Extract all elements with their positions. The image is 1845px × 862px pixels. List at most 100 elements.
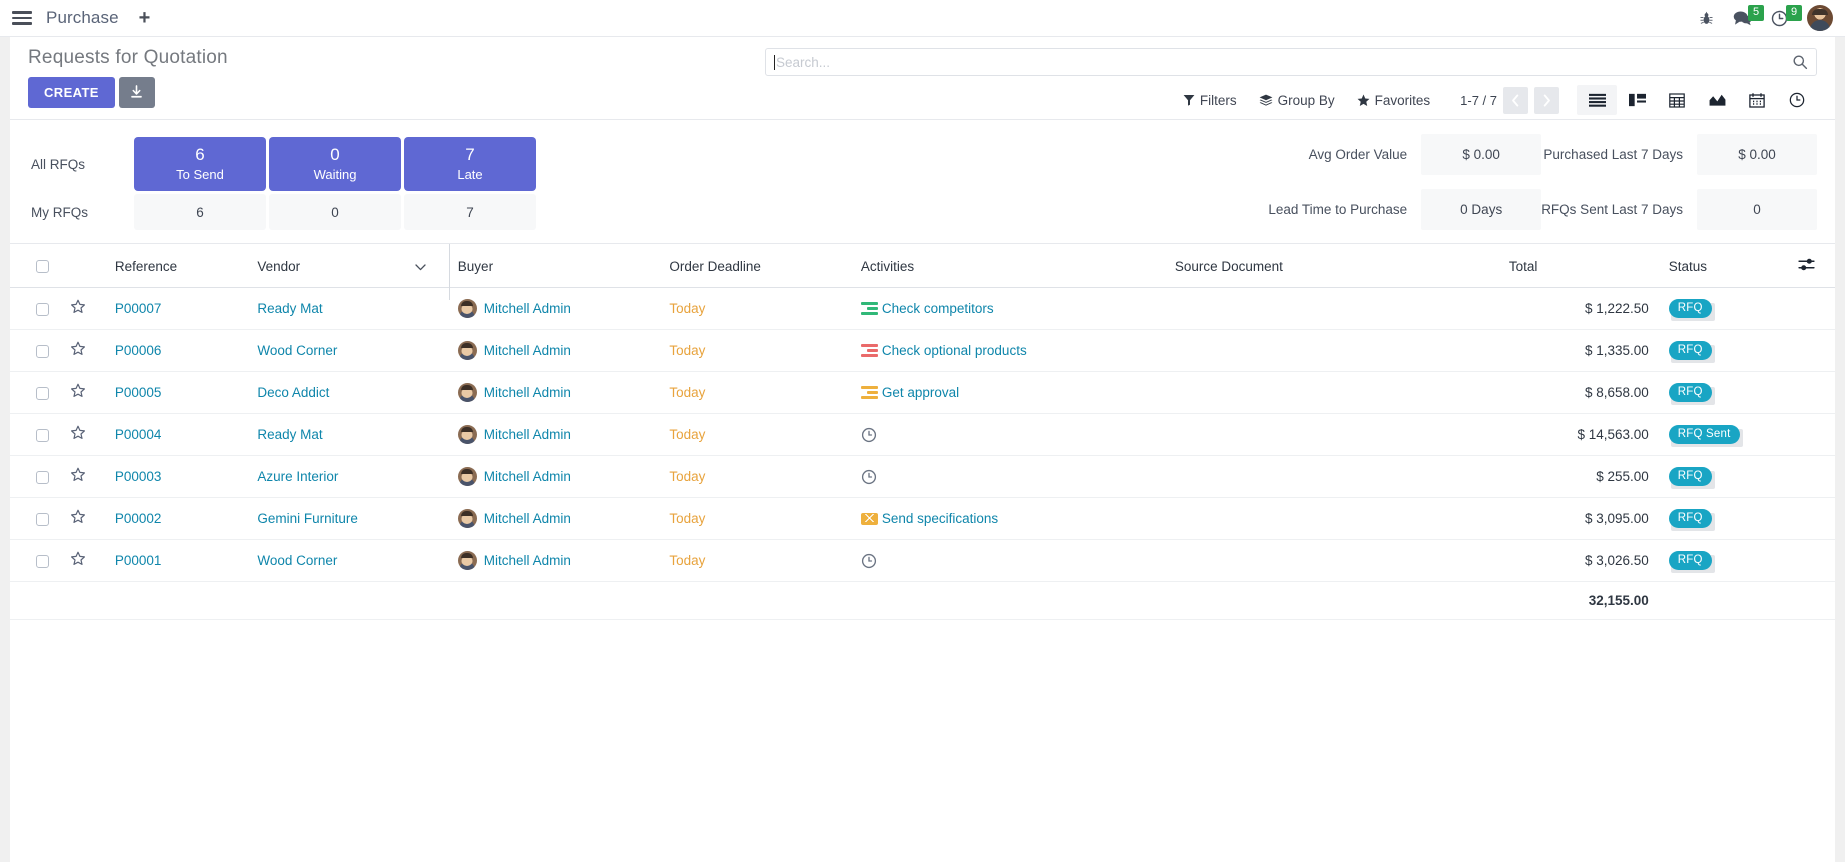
kpi-my-to-send[interactable]: 6: [134, 194, 266, 230]
user-avatar[interactable]: [1807, 5, 1833, 31]
reference-link[interactable]: P00001: [114, 553, 162, 568]
favorite-star-icon[interactable]: [70, 383, 86, 399]
reference-link[interactable]: P00003: [114, 469, 162, 484]
reference-link[interactable]: P00005: [114, 385, 162, 400]
column-header-total[interactable]: Total: [1500, 244, 1657, 288]
pager-next-button[interactable]: [1534, 86, 1559, 114]
vendor-link[interactable]: Azure Interior: [257, 469, 339, 484]
list-view-icon[interactable]: [1577, 85, 1617, 115]
table-row[interactable]: P00001 Wood Corner Mitchell Admin Today: [10, 539, 1835, 582]
buyer-link[interactable]: Mitchell Admin: [483, 511, 571, 526]
metric-value-lead-time-to-purchase[interactable]: 0 Days: [1421, 189, 1542, 230]
kpi-all-late[interactable]: 7 Late: [404, 137, 536, 191]
activity-link[interactable]: Check optional products: [881, 343, 1027, 358]
deadline-text[interactable]: Today: [669, 427, 706, 442]
bug-icon[interactable]: [1699, 11, 1714, 26]
envelope-icon[interactable]: [860, 512, 878, 525]
activity-view-icon[interactable]: [1777, 85, 1817, 115]
table-row[interactable]: P00003 Azure Interior Mitchell Admin Tod…: [10, 455, 1835, 498]
filters-button[interactable]: Filters: [1183, 93, 1237, 108]
vendor-link[interactable]: Wood Corner: [257, 553, 338, 568]
chevron-down-icon[interactable]: [415, 259, 426, 274]
column-header-order-deadline[interactable]: Order Deadline: [661, 244, 853, 288]
activity-link[interactable]: Check competitors: [881, 301, 994, 316]
row-checkbox[interactable]: [36, 554, 49, 568]
deadline-text[interactable]: Today: [669, 301, 706, 316]
buyer-link[interactable]: Mitchell Admin: [483, 469, 571, 484]
favorite-star-icon[interactable]: [70, 341, 86, 357]
activity-list-icon[interactable]: [860, 385, 878, 400]
deadline-text[interactable]: Today: [669, 511, 706, 526]
kpi-all-waiting[interactable]: 0 Waiting: [269, 137, 401, 191]
calendar-view-icon[interactable]: [1737, 85, 1777, 115]
reference-link[interactable]: P00006: [114, 343, 162, 358]
kanban-view-icon[interactable]: [1617, 85, 1657, 115]
metric-value-rfqs-sent-last-7-days[interactable]: 0: [1697, 189, 1817, 230]
favorites-button[interactable]: Favorites: [1357, 93, 1430, 108]
deadline-text[interactable]: Today: [669, 343, 706, 358]
row-checkbox[interactable]: [36, 470, 49, 484]
metric-value-avg-order-value[interactable]: $ 0.00: [1421, 134, 1542, 175]
app-title[interactable]: Purchase: [46, 8, 119, 27]
activity-link[interactable]: Send specifications: [881, 511, 999, 526]
activity-link[interactable]: Get approval: [881, 385, 960, 400]
pivot-view-icon[interactable]: [1657, 85, 1697, 115]
row-checkbox[interactable]: [36, 344, 49, 358]
hamburger-menu-icon[interactable]: [12, 8, 32, 28]
deadline-text[interactable]: Today: [669, 469, 706, 484]
search-icon[interactable]: [1792, 54, 1808, 75]
create-button[interactable]: CREATE: [28, 77, 115, 108]
column-header-activities[interactable]: Activities: [852, 244, 1167, 288]
table-row[interactable]: P00007 Ready Mat Mitchell Admin Today: [10, 287, 1835, 330]
buyer-link[interactable]: Mitchell Admin: [483, 553, 571, 568]
messages-icon[interactable]: 5: [1733, 5, 1765, 26]
reference-link[interactable]: P00004: [114, 427, 162, 442]
search-input[interactable]: Search...: [765, 48, 1817, 76]
column-header-buyer[interactable]: Buyer: [449, 244, 662, 288]
buyer-link[interactable]: Mitchell Admin: [483, 343, 571, 358]
row-checkbox[interactable]: [36, 386, 49, 400]
kpi-my-waiting[interactable]: 0: [269, 194, 401, 230]
table-row[interactable]: P00005 Deco Addict Mitchell Admin Today: [10, 371, 1835, 414]
favorite-star-icon[interactable]: [70, 299, 86, 315]
deadline-text[interactable]: Today: [669, 553, 706, 568]
optional-columns-toggle[interactable]: [1790, 244, 1835, 288]
table-row[interactable]: P00002 Gemini Furniture Mitchell Admin T…: [10, 497, 1835, 540]
clock-icon[interactable]: [861, 553, 877, 569]
row-checkbox[interactable]: [36, 302, 49, 316]
column-header-source-document[interactable]: Source Document: [1166, 244, 1501, 288]
buyer-link[interactable]: Mitchell Admin: [483, 301, 571, 316]
activity-list-icon[interactable]: [860, 343, 878, 358]
column-header-status[interactable]: Status: [1656, 244, 1791, 288]
pager-previous-button[interactable]: [1503, 86, 1528, 114]
buyer-link[interactable]: Mitchell Admin: [483, 385, 571, 400]
reference-link[interactable]: P00007: [114, 301, 162, 316]
kpi-all-to-send[interactable]: 6 To Send: [134, 137, 266, 191]
vendor-link[interactable]: Deco Addict: [257, 385, 330, 400]
table-row[interactable]: P00006 Wood Corner Mitchell Admin Today: [10, 329, 1835, 372]
kpi-my-late[interactable]: 7: [404, 194, 536, 230]
new-record-plus-icon[interactable]: +: [138, 7, 151, 29]
favorite-star-icon[interactable]: [70, 467, 86, 483]
clock-icon[interactable]: [861, 427, 877, 443]
vendor-link[interactable]: Gemini Furniture: [257, 511, 358, 526]
deadline-text[interactable]: Today: [669, 385, 706, 400]
vendor-link[interactable]: Ready Mat: [257, 427, 323, 442]
select-all-checkbox[interactable]: [36, 260, 49, 274]
activities-clock-icon[interactable]: 9: [1771, 4, 1803, 27]
graph-view-icon[interactable]: [1697, 85, 1737, 115]
favorite-star-icon[interactable]: [70, 551, 86, 567]
import-button[interactable]: [118, 77, 155, 108]
activity-list-icon[interactable]: [860, 301, 878, 316]
column-header-vendor[interactable]: Vendor: [249, 244, 451, 300]
buyer-link[interactable]: Mitchell Admin: [483, 427, 571, 442]
column-header-reference[interactable]: Reference: [106, 244, 250, 288]
metric-value-purchased-last-7-days[interactable]: $ 0.00: [1697, 134, 1817, 175]
clock-icon[interactable]: [861, 469, 877, 485]
group-by-button[interactable]: Group By: [1259, 93, 1335, 108]
vendor-link[interactable]: Wood Corner: [257, 343, 338, 358]
table-row[interactable]: P00004 Ready Mat Mitchell Admin Today: [10, 413, 1835, 456]
favorite-star-icon[interactable]: [70, 425, 86, 441]
row-checkbox[interactable]: [36, 512, 49, 526]
favorite-star-icon[interactable]: [70, 509, 86, 525]
